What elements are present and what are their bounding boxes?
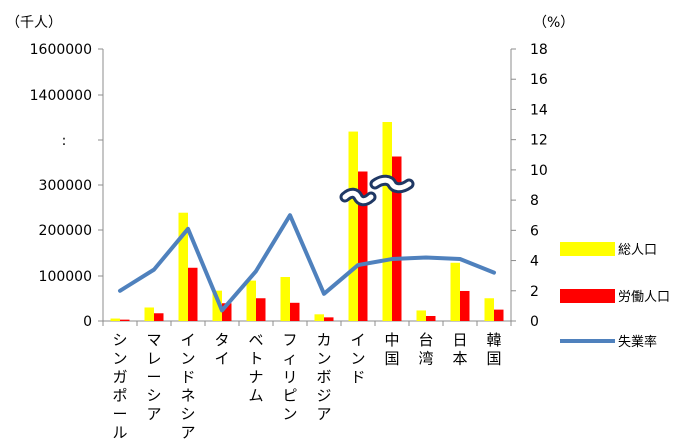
legend-swatch xyxy=(560,289,615,303)
category-label: インドネシア xyxy=(180,331,195,442)
left-tick-label: 0 xyxy=(83,314,92,330)
unemployment-rate-point xyxy=(186,227,190,231)
left-axis-break-label: : xyxy=(62,133,67,149)
right-tick-label: 0 xyxy=(530,314,539,330)
bar-labor-population xyxy=(154,313,164,321)
bar-labor-population xyxy=(324,317,334,321)
bar-labor-population xyxy=(460,290,470,321)
unemployment-rate-point xyxy=(220,308,224,312)
unemployment-rate-line xyxy=(118,213,496,313)
bar-labor-population xyxy=(426,315,436,321)
right-axis-unit: （%） xyxy=(533,15,574,31)
unemployment-rate-point xyxy=(492,271,496,275)
left-tick-label: 1400000 xyxy=(30,88,92,104)
bar-labor-population xyxy=(494,309,504,321)
bar-total-population xyxy=(178,212,188,321)
bar-total-population xyxy=(110,318,120,321)
category-label: ベトナム xyxy=(248,331,263,405)
category-label: シンガポール xyxy=(112,331,127,442)
legend-swatch xyxy=(560,242,615,256)
bar-total-population xyxy=(382,122,392,321)
right-tick-label: 16 xyxy=(530,72,548,88)
legend-label: 総人口 xyxy=(618,243,657,258)
bar-labor-population xyxy=(392,156,402,321)
bar-labor-population xyxy=(358,171,368,321)
category-label: 日本 xyxy=(452,331,467,368)
unemployment-rate-point xyxy=(424,256,428,260)
category-label: フィリピン xyxy=(282,331,297,423)
unemployment-rate-point xyxy=(254,269,258,273)
left-tick-label: 200000 xyxy=(39,223,92,239)
bar-total-population xyxy=(314,314,324,321)
unemployment-rate-point xyxy=(152,268,156,272)
category-label: 台湾 xyxy=(418,331,433,368)
axes: 0 100000 200000 300000 1400000 1600000: 0 2 4 6 8 1… xyxy=(30,42,548,330)
right-tick-label: 8 xyxy=(530,193,539,209)
bar-total-population xyxy=(246,280,256,321)
category-label: カンボジア xyxy=(316,331,331,423)
right-tick-label: 2 xyxy=(530,284,539,300)
bars xyxy=(110,122,504,321)
unemployment-rate-point xyxy=(390,257,394,261)
legend-label: 失業率 xyxy=(618,334,657,350)
unemployment-rate-point xyxy=(458,257,462,261)
axis-break-marks xyxy=(339,174,415,207)
category-label: 中国 xyxy=(384,331,399,368)
bar-total-population xyxy=(280,277,290,321)
bar-total-population xyxy=(144,307,154,321)
bar-labor-population xyxy=(120,319,130,321)
right-tick-label: 4 xyxy=(530,254,539,270)
bar-total-population xyxy=(484,298,494,321)
bar-labor-population xyxy=(256,298,266,321)
unemployment-rate-point xyxy=(118,289,122,293)
left-axis-unit: （千人） xyxy=(6,15,62,31)
right-tick-label: 14 xyxy=(530,102,548,118)
axis-break-gap xyxy=(372,177,412,191)
bar-total-population xyxy=(348,131,358,321)
category-label: インド xyxy=(350,331,365,386)
left-tick-label: 300000 xyxy=(39,178,92,194)
bar-labor-population xyxy=(222,303,232,321)
right-tick-label: 12 xyxy=(530,133,548,149)
category-label: タイ xyxy=(214,331,229,368)
left-tick-label: 1600000 xyxy=(30,42,92,58)
legend-label: 労働人口 xyxy=(618,290,670,305)
unemployment-rate-point xyxy=(356,263,360,267)
unemployment-rate-point xyxy=(288,213,292,217)
left-tick-label: 100000 xyxy=(39,269,92,285)
bar-total-population xyxy=(212,290,222,321)
bar-total-population xyxy=(416,310,426,321)
bar-labor-population xyxy=(290,302,300,321)
bar-total-population xyxy=(450,262,460,321)
category-label: マレーシア xyxy=(146,331,161,423)
category-labels: シンガポール マレーシア インドネシア タイ ベトナム フィリピン カンボジア インド 中国台湾… xyxy=(112,331,501,442)
axis-break-gap xyxy=(342,190,374,204)
right-tick-label: 10 xyxy=(530,163,548,179)
category-label: 韓国 xyxy=(486,331,501,368)
unemployment-line xyxy=(118,213,496,313)
bar-labor-population xyxy=(188,267,198,321)
right-tick-label: 18 xyxy=(530,42,548,58)
right-tick-label: 6 xyxy=(530,223,539,239)
unemployment-rate-point xyxy=(322,292,326,296)
